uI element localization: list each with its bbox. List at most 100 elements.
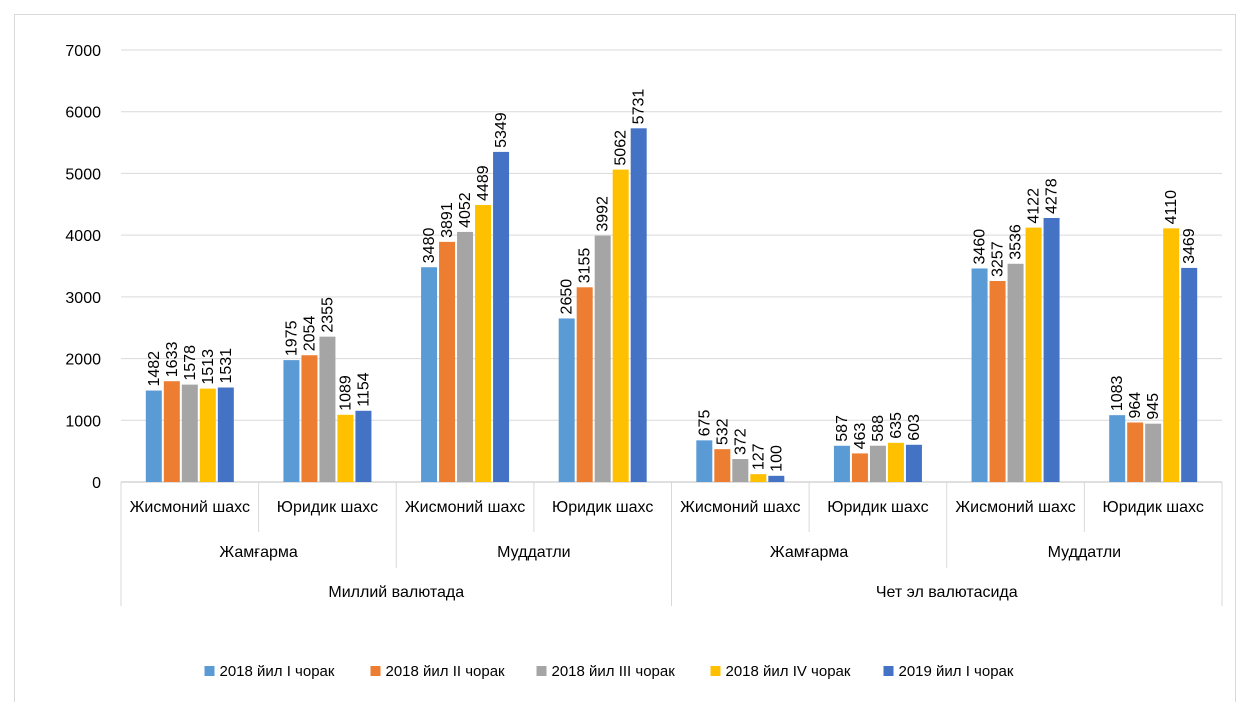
legend-label: 2018 йил III чорак bbox=[552, 663, 676, 680]
group-label: Жамғарма bbox=[770, 544, 848, 561]
bar bbox=[199, 388, 216, 482]
data-label: 603 bbox=[906, 414, 923, 441]
data-label: 4489 bbox=[475, 165, 492, 201]
bar bbox=[475, 204, 492, 482]
legend-swatch bbox=[710, 666, 721, 676]
category-label: Жисмоний шахс bbox=[955, 499, 1075, 516]
bar bbox=[696, 440, 713, 482]
bar bbox=[1109, 415, 1126, 482]
data-label: 1578 bbox=[182, 345, 199, 381]
bar bbox=[1145, 423, 1162, 482]
data-label: 587 bbox=[834, 415, 851, 442]
data-label: 964 bbox=[1127, 392, 1144, 419]
data-label: 127 bbox=[750, 443, 767, 470]
data-label: 4110 bbox=[1163, 190, 1180, 225]
y-tick-label: 0 bbox=[92, 475, 101, 492]
data-label: 588 bbox=[870, 415, 887, 442]
group-label: Жамғарма bbox=[219, 544, 297, 561]
category-label: Жисмоний шахс bbox=[130, 499, 250, 516]
bar bbox=[301, 355, 318, 482]
supergroup-label: Миллий валютада bbox=[328, 584, 464, 601]
y-tick-label: 2000 bbox=[65, 352, 101, 369]
bar bbox=[355, 410, 372, 482]
bar bbox=[851, 453, 868, 482]
legend-label: 2018 йил I чорак bbox=[220, 663, 335, 680]
bar bbox=[493, 151, 510, 482]
data-label: 2355 bbox=[319, 297, 336, 333]
bar bbox=[1043, 217, 1060, 483]
category-label: Жисмоний шахс bbox=[405, 499, 525, 516]
data-label: 4122 bbox=[1026, 188, 1043, 224]
data-label: 1531 bbox=[218, 348, 235, 384]
bar bbox=[887, 442, 904, 482]
data-label: 3480 bbox=[421, 228, 438, 264]
bar bbox=[905, 444, 922, 482]
bar bbox=[1181, 267, 1198, 482]
legend-swatch bbox=[370, 666, 381, 676]
category-label: Юридик шахс bbox=[1103, 499, 1204, 516]
data-label: 945 bbox=[1145, 393, 1162, 420]
data-label: 1154 bbox=[355, 372, 372, 407]
data-label: 1513 bbox=[200, 349, 217, 385]
legend-swatch bbox=[204, 666, 215, 676]
bar bbox=[1007, 263, 1024, 482]
data-label: 4052 bbox=[457, 192, 474, 228]
bar bbox=[989, 280, 1006, 482]
bar bbox=[337, 414, 354, 482]
bar bbox=[163, 381, 180, 482]
data-label: 4278 bbox=[1044, 178, 1061, 214]
data-label: 1633 bbox=[164, 342, 181, 378]
legend-label: 2019 йил I чорак bbox=[899, 663, 1014, 680]
data-label: 675 bbox=[696, 410, 713, 437]
bar bbox=[971, 268, 988, 482]
bar bbox=[750, 474, 767, 482]
data-label: 2650 bbox=[559, 279, 576, 315]
bar bbox=[869, 445, 886, 482]
y-tick-label: 1000 bbox=[65, 413, 101, 430]
data-label: 635 bbox=[888, 412, 905, 439]
bar bbox=[439, 241, 456, 482]
bar bbox=[1025, 227, 1042, 482]
data-label: 5731 bbox=[631, 89, 648, 125]
bar bbox=[714, 449, 731, 482]
bar bbox=[732, 459, 749, 482]
bar bbox=[319, 336, 336, 482]
bar bbox=[630, 128, 647, 482]
data-label: 5062 bbox=[613, 130, 630, 166]
data-label: 372 bbox=[732, 428, 749, 455]
group-label: Муддатли bbox=[497, 544, 570, 561]
data-label: 3460 bbox=[972, 229, 989, 265]
y-tick-label: 3000 bbox=[65, 290, 101, 307]
data-label: 100 bbox=[768, 445, 785, 472]
data-label: 1482 bbox=[146, 351, 163, 387]
bar bbox=[457, 231, 474, 482]
legend-swatch bbox=[536, 666, 547, 676]
data-label: 3536 bbox=[1008, 224, 1025, 260]
bar bbox=[594, 235, 611, 482]
y-tick-label: 5000 bbox=[65, 166, 101, 183]
group-label: Муддатли bbox=[1048, 544, 1121, 561]
legend-swatch bbox=[883, 666, 894, 676]
category-label: Юридик шахс bbox=[827, 499, 928, 516]
bar bbox=[576, 287, 593, 482]
bar bbox=[145, 390, 162, 482]
data-label: 1975 bbox=[283, 320, 300, 356]
bar bbox=[1127, 422, 1144, 482]
category-label: Юридик шахс bbox=[552, 499, 653, 516]
data-label: 1089 bbox=[337, 375, 354, 411]
data-label: 463 bbox=[852, 423, 869, 450]
bar bbox=[283, 360, 300, 482]
bar bbox=[421, 267, 438, 482]
data-label: 3992 bbox=[595, 196, 612, 232]
data-label: 3257 bbox=[990, 241, 1007, 277]
bar bbox=[1163, 228, 1180, 482]
bar bbox=[768, 475, 785, 482]
category-label: Жисмоний шахс bbox=[680, 499, 800, 516]
y-tick-label: 6000 bbox=[65, 105, 101, 122]
bar bbox=[833, 445, 850, 482]
bar bbox=[217, 387, 234, 482]
data-label: 532 bbox=[714, 418, 731, 445]
supergroup-label: Чет эл валютасида bbox=[876, 584, 1018, 601]
data-label: 5349 bbox=[493, 112, 510, 148]
